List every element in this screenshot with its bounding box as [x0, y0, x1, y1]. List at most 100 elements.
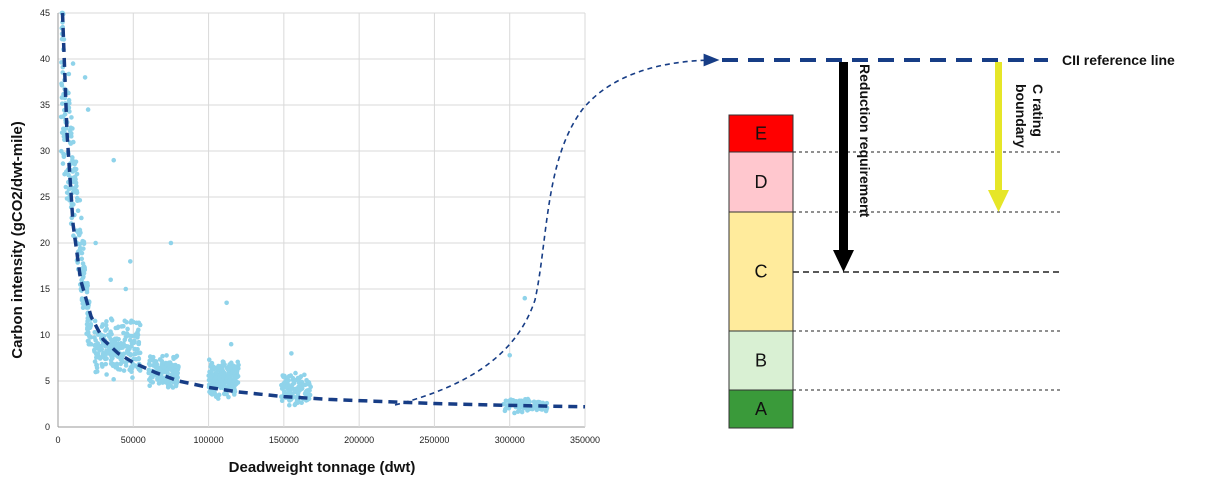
band-a: A: [728, 389, 794, 429]
scatter-point: [280, 384, 285, 390]
scatter-point: [132, 338, 137, 344]
scatter-point: [134, 320, 139, 326]
x-tick-label: 200000: [344, 435, 374, 445]
scatter-point: [99, 354, 105, 360]
scatter-point: [132, 363, 138, 368]
scatter-point: [308, 384, 313, 390]
scatter-point: [103, 361, 109, 367]
scatter-point: [62, 137, 67, 143]
scatter-point: [307, 388, 312, 393]
scatter-point: [93, 240, 98, 246]
scatter-point: [519, 409, 525, 415]
scatter-point: [137, 368, 143, 373]
scatter-point: [226, 379, 232, 384]
scatter-point: [66, 172, 71, 178]
scatter-point: [513, 398, 519, 404]
scatter-point: [69, 215, 75, 221]
scatter-point: [88, 334, 94, 340]
reduction-arrow: [833, 62, 854, 272]
scatter-point: [104, 372, 109, 377]
scatter-point: [129, 369, 134, 374]
scatter-point: [296, 376, 302, 381]
scatter-point: [517, 398, 522, 404]
scatter-point: [137, 322, 143, 328]
scatter-point: [135, 346, 140, 352]
scatter-point: [99, 347, 105, 352]
scatter-point: [128, 352, 133, 358]
scatter-point: [281, 389, 287, 395]
scatter-point: [60, 114, 66, 119]
scatter-point: [121, 341, 126, 346]
scatter-point: [221, 359, 226, 365]
scatter-point: [123, 286, 129, 292]
scatter-point: [207, 389, 212, 395]
scatter-point: [149, 373, 155, 378]
trend-line: [60, 12, 586, 409]
scatter-point: [124, 319, 129, 325]
scatter-point: [91, 347, 97, 353]
scatter-point: [217, 376, 222, 381]
scatter-point: [81, 246, 86, 251]
c-boundary-arrow: [988, 62, 1009, 212]
scatter-point: [294, 398, 300, 404]
scatter-point: [176, 364, 181, 369]
band-rect: [728, 151, 794, 213]
scatter-point: [69, 115, 74, 120]
scatter-point: [152, 360, 157, 366]
scatter-point: [161, 365, 167, 371]
y-tick-label: 15: [40, 284, 50, 294]
scatter-point: [228, 360, 234, 366]
scatter-point: [213, 370, 219, 376]
scatter-point: [114, 344, 120, 349]
scatter-point: [288, 373, 294, 378]
scatter-point: [213, 392, 218, 397]
scatter-point: [59, 36, 65, 42]
c-boundary-label-line1: C rating: [1030, 84, 1046, 137]
scatter-point: [63, 184, 69, 190]
scatter-point: [70, 155, 75, 160]
scatter-point: [125, 344, 130, 349]
scatter-point: [526, 398, 531, 404]
scatter-point: [105, 332, 111, 338]
scatter-point: [293, 370, 298, 376]
scatter-point: [286, 402, 292, 408]
scatter-point: [226, 394, 231, 400]
scatter-point: [302, 382, 308, 388]
scatter-point: [92, 329, 98, 335]
scatter-point: [218, 385, 223, 391]
band-label: D: [755, 172, 768, 192]
band-d: D: [728, 151, 794, 213]
scatter-point: [111, 157, 117, 163]
scatter-point: [59, 82, 65, 88]
y-tick-label: 0: [45, 422, 50, 432]
scatter-point: [227, 365, 233, 370]
scatter-point: [302, 372, 307, 378]
scatter-point: [121, 323, 126, 329]
scatter-point: [85, 107, 91, 112]
scatter-point: [146, 370, 151, 376]
scatter-point: [279, 398, 285, 404]
y-tick-label: 35: [40, 100, 50, 110]
scatter-point: [77, 241, 83, 247]
scatter-point: [544, 407, 549, 412]
scatter-plot: 0 5 10 15 20 25 30 35 40 45 0 50000 100000 150000 200…: [40, 8, 600, 445]
scatter-point: [299, 400, 304, 406]
scatter-point: [84, 305, 90, 310]
band-c: C: [728, 211, 794, 332]
scatter-point: [154, 364, 160, 370]
scatter-point: [147, 362, 153, 368]
scatter-point: [289, 351, 294, 356]
scatter-point: [127, 259, 133, 264]
y-tick-label: 45: [40, 8, 50, 18]
scatter-point: [92, 359, 98, 364]
scatter-point: [103, 322, 109, 328]
scatter-point: [121, 330, 126, 336]
scatter-point: [159, 375, 165, 380]
scatter-point: [72, 161, 78, 167]
scatter-point: [164, 361, 169, 367]
scatter-point: [70, 126, 75, 131]
scatter-point: [84, 287, 90, 293]
scatter-point: [79, 256, 85, 262]
scatter-point: [114, 361, 120, 367]
scatter-point: [70, 169, 76, 174]
